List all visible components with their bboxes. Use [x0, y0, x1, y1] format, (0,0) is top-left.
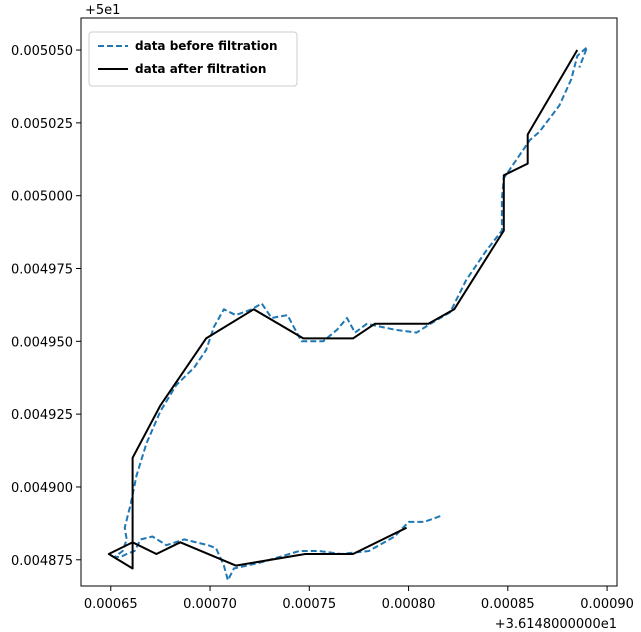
y-axis: 0.004875 0.004900 0.004925 0.004950 0.004975…	[11, 44, 81, 569]
y-offset-label: +5e1	[85, 3, 120, 18]
series-after-filtration-line	[107, 49, 579, 570]
x-tick-label: 0.00090	[580, 597, 634, 612]
legend-label-before: data before filtration	[135, 39, 278, 53]
y-tick-label: 0.004875	[11, 554, 73, 569]
y-tick-label: 0.005000	[11, 190, 73, 205]
x-tick-label: 0.00080	[382, 597, 436, 612]
x-tick-label: 0.00070	[183, 597, 237, 612]
series-layer	[107, 46, 589, 582]
y-tick-label: 0.004950	[11, 335, 73, 350]
x-tick-label: 0.00085	[481, 597, 535, 612]
y-tick-label: 0.005050	[11, 44, 73, 59]
plot-area	[81, 18, 617, 586]
y-tick-label: 0.004900	[11, 481, 73, 496]
series-before-filtration-line	[113, 46, 589, 582]
y-tick-label: 0.004975	[11, 263, 73, 278]
legend-box	[88, 31, 298, 87]
legend: data before filtration data after filtra…	[88, 31, 298, 87]
x-axis: 0.00065 0.00070 0.00075 0.00080 0.00085 0.000…	[84, 586, 634, 612]
y-tick-label: 0.005025	[11, 117, 73, 132]
x-offset-label: +3.6148000000e1	[495, 617, 617, 632]
legend-label-after: data after filtration	[135, 62, 266, 76]
x-tick-label: 0.00065	[84, 597, 138, 612]
plot-frame	[80, 17, 618, 587]
x-tick-label: 0.00075	[282, 597, 336, 612]
y-tick-label: 0.004925	[11, 408, 73, 423]
